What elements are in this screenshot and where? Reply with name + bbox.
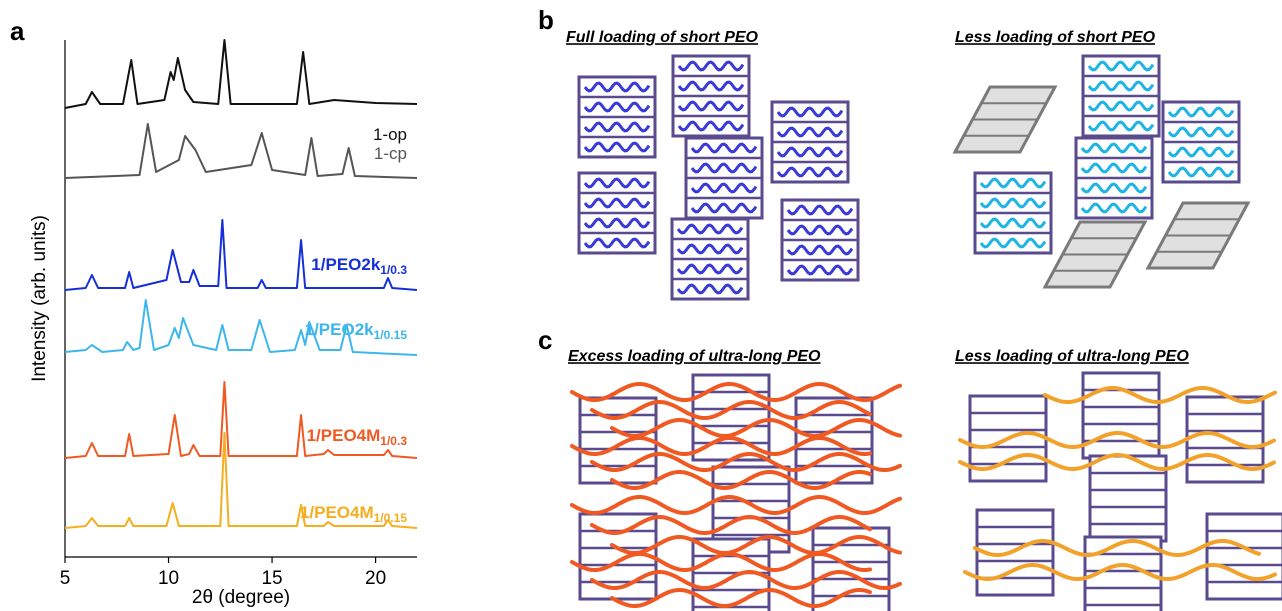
xrd-trace <box>65 40 417 108</box>
series-subscript: 1/0.15 <box>374 328 408 342</box>
series-label: 1/PEO2k1/0.15 <box>305 320 408 342</box>
series-subscript: 1/0.3 <box>380 434 407 448</box>
series-name: 1/PEO2k <box>305 320 375 339</box>
series-name: 1/PEO4M <box>300 503 374 522</box>
figure: a b c Full loading of short PEO Less loa… <box>0 0 1282 611</box>
series-label: 1-op <box>373 125 407 144</box>
diagram-title: Excess loading of ultra-long PEO <box>568 348 821 365</box>
series-name: 1-cp <box>374 144 407 163</box>
x-tick-label: 15 <box>261 568 282 589</box>
series-subscript: 1/0.3 <box>380 263 407 277</box>
series-name: 1/PEO2k <box>311 255 381 274</box>
panel-label: b <box>538 5 554 35</box>
diagram-title: Less loading of short PEO <box>955 29 1156 46</box>
x-tick-label: 10 <box>158 568 179 589</box>
series-label: 1/PEO4M1/0.15 <box>300 503 407 525</box>
series-subscript: 1/0.15 <box>374 511 408 525</box>
series-name: 1/PEO4M <box>307 426 381 445</box>
x-tick-label: 20 <box>365 568 386 589</box>
y-axis-label: Intensity (arb. units) <box>29 215 50 382</box>
x-tick-label: 5 <box>60 568 71 589</box>
diagram-title: Full loading of short PEO <box>566 29 759 46</box>
series-label: 1/PEO4M1/0.3 <box>307 426 408 448</box>
series-label: 1/PEO2k1/0.3 <box>311 255 407 277</box>
diagram-title: Less loading of ultra-long PEO <box>955 348 1189 365</box>
series-name: 1-op <box>373 125 407 144</box>
panel-label: a <box>10 16 25 46</box>
schematics <box>572 56 1282 611</box>
panel-label: c <box>538 325 552 355</box>
page: a b c Full loading of short PEO Less loa… <box>0 0 1282 611</box>
x-axis-label: 2θ (degree) <box>192 587 290 608</box>
xrd-trace <box>65 382 417 458</box>
series-label: 1-cp <box>374 144 407 163</box>
xrd-trace <box>65 124 417 178</box>
framework <box>1207 514 1282 599</box>
